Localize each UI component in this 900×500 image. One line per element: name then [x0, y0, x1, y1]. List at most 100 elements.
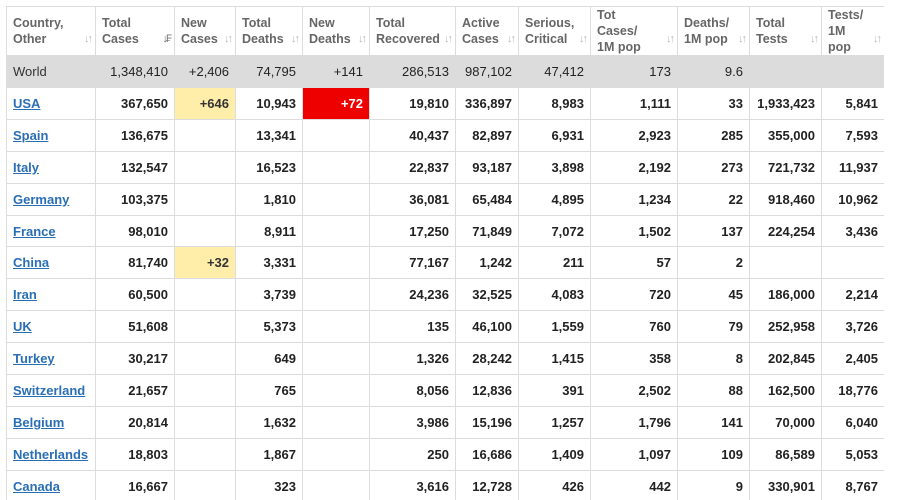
- cell-total-recovered: 3,986: [369, 405, 456, 439]
- table-header: Country, Other ↓↑ Total Cases ↓₣ New Cases ↓↑ Tot…: [6, 6, 884, 56]
- cell-total-tests: 186,000: [749, 278, 822, 312]
- cell-deaths-per-1m: 45: [677, 278, 750, 312]
- cell-country: Netherlands: [6, 437, 96, 471]
- sort-icon[interactable]: ↓↑: [873, 33, 882, 45]
- table-row: Netherlands 18,803 1,867 250 16,686 1,409 1,09…: [6, 437, 884, 471]
- cell-total-tests: 86,589: [749, 437, 822, 471]
- cell-tot-cases-per-1m: 1,234: [590, 182, 678, 216]
- world-cell-country: World: [6, 55, 96, 88]
- cell-new-deaths: [302, 150, 370, 184]
- cell-new-cases: [174, 405, 236, 439]
- column-header-label-line1: Total: [756, 16, 785, 30]
- column-header-total-tests[interactable]: Total Tests ↓↑: [749, 6, 822, 56]
- column-header-label-line2: Recovered: [376, 32, 440, 46]
- country-link[interactable]: Italy: [13, 159, 40, 175]
- cell-tot-cases-per-1m: 1,097: [590, 437, 678, 471]
- sort-icon[interactable]: ↓↑: [224, 33, 233, 45]
- column-header-label-line2: 1M pop: [597, 40, 641, 54]
- column-header-total-deaths[interactable]: Total Deaths ↓↑: [235, 6, 303, 56]
- column-header-serious-critical[interactable]: Serious, Critical ↓↑: [518, 6, 591, 56]
- cell-total-cases: 81,740: [95, 246, 175, 280]
- country-link[interactable]: Switzerland: [13, 382, 86, 398]
- table-body: World 1,348,410 +2,406 74,795 +141 286,513 987…: [6, 55, 884, 500]
- cell-total-recovered: 1,326: [369, 342, 456, 376]
- cell-country: Switzerland: [6, 374, 96, 407]
- sort-active-icon[interactable]: ↓₣: [162, 33, 172, 45]
- column-header-tests-per-1m[interactable]: Tests/1M pop ↓↑: [821, 6, 884, 56]
- cell-tot-cases-per-1m: 760: [590, 310, 678, 344]
- column-header-active-cases[interactable]: Active Cases ↓↑: [455, 6, 519, 56]
- column-header-label-line2: Cases: [181, 32, 218, 46]
- cell-new-deaths: [302, 469, 370, 500]
- cell-serious-critical: 211: [518, 246, 591, 280]
- cell-new-cases: [174, 278, 236, 312]
- sort-icon[interactable]: ↓↑: [507, 33, 516, 45]
- column-header-label-line2: Cases: [462, 32, 499, 46]
- column-header-new-cases[interactable]: New Cases ↓↑: [174, 6, 236, 56]
- table-row: Turkey 30,217 649 1,326 28,242 1,415 358 8 202,8…: [6, 342, 884, 376]
- table-row: France 98,010 8,911 17,250 71,849 7,072 1,502 1…: [6, 214, 884, 248]
- country-link[interactable]: Spain: [13, 127, 49, 143]
- table-row: Italy 132,547 16,523 22,837 93,187 3,898 2,192…: [6, 150, 884, 184]
- cell-serious-critical: 1,559: [518, 310, 591, 344]
- sort-icon[interactable]: ↓↑: [666, 33, 675, 45]
- cell-new-cases: [174, 150, 236, 184]
- sort-icon[interactable]: ↓↑: [738, 33, 747, 45]
- column-header-country[interactable]: Country, Other ↓↑: [6, 6, 96, 56]
- cell-deaths-per-1m: 109: [677, 437, 750, 471]
- column-header-label-line1: New: [181, 16, 207, 30]
- cell-serious-critical: 6,931: [518, 118, 591, 152]
- country-link[interactable]: UK: [13, 319, 32, 335]
- sort-icon[interactable]: ↓↑: [291, 33, 300, 45]
- table-row: Canada 16,667 323 3,616 12,728 426 442 9 330,901…: [6, 469, 884, 500]
- column-header-label-line1: Deaths/: [684, 16, 730, 30]
- sort-icon[interactable]: ↓↑: [84, 33, 93, 45]
- cell-total-cases: 60,500: [95, 278, 175, 312]
- cell-tests-per-1m: 18,776: [821, 374, 884, 407]
- column-header-new-deaths[interactable]: New Deaths ↓↑: [302, 6, 370, 56]
- column-header-total-recovered[interactable]: Total Recovered ↓↑: [369, 6, 456, 56]
- world-cell-deaths-per-1m: 9.6: [677, 55, 750, 88]
- cell-total-tests: 721,732: [749, 150, 822, 184]
- cell-total-tests: 224,254: [749, 214, 822, 248]
- cell-serious-critical: 8,983: [518, 87, 591, 120]
- column-header-label-line1: Total: [102, 16, 131, 30]
- cell-country: France: [6, 214, 96, 248]
- country-link[interactable]: Belgium: [13, 414, 65, 430]
- sort-icon[interactable]: ↓↑: [810, 33, 819, 45]
- cell-active-cases: 12,728: [455, 469, 519, 500]
- table-row: Germany 103,375 1,810 36,081 65,484 4,895 1,23…: [6, 182, 884, 216]
- cell-new-deaths: [302, 278, 370, 312]
- country-link[interactable]: Canada: [13, 478, 60, 494]
- sort-icon[interactable]: ↓↑: [444, 33, 453, 45]
- country-link[interactable]: Iran: [13, 287, 37, 303]
- cell-active-cases: 46,100: [455, 310, 519, 344]
- cell-tests-per-1m: [821, 246, 884, 280]
- sort-icon[interactable]: ↓↑: [358, 33, 367, 45]
- cell-total-recovered: 135: [369, 310, 456, 344]
- column-header-tot-cases-per-1m[interactable]: Tot Cases/1M pop ↓↑: [590, 6, 678, 56]
- cell-active-cases: 82,897: [455, 118, 519, 152]
- cell-deaths-per-1m: 22: [677, 182, 750, 216]
- column-header-total-cases[interactable]: Total Cases ↓₣: [95, 6, 175, 56]
- cell-total-recovered: 19,810: [369, 87, 456, 120]
- country-link[interactable]: Germany: [13, 191, 70, 207]
- cell-new-cases: [174, 214, 236, 248]
- cell-serious-critical: 7,072: [518, 214, 591, 248]
- country-link[interactable]: Turkey: [13, 351, 55, 367]
- country-link[interactable]: USA: [13, 95, 41, 111]
- sort-icon[interactable]: ↓↑: [579, 33, 588, 45]
- column-header-deaths-per-1m[interactable]: Deaths/1M pop ↓↑: [677, 6, 750, 56]
- country-link[interactable]: Netherlands: [13, 446, 89, 462]
- cell-serious-critical: 1,409: [518, 437, 591, 471]
- cell-active-cases: 71,849: [455, 214, 519, 248]
- country-link[interactable]: China: [13, 255, 50, 271]
- cell-serious-critical: 1,257: [518, 405, 591, 439]
- cell-tot-cases-per-1m: 2,192: [590, 150, 678, 184]
- cell-new-deaths: [302, 214, 370, 248]
- cell-deaths-per-1m: 33: [677, 87, 750, 120]
- country-link[interactable]: France: [13, 223, 56, 239]
- cell-total-deaths: 3,739: [235, 278, 303, 312]
- cell-country: Canada: [6, 469, 96, 500]
- world-cell-total-deaths: 74,795: [235, 55, 303, 88]
